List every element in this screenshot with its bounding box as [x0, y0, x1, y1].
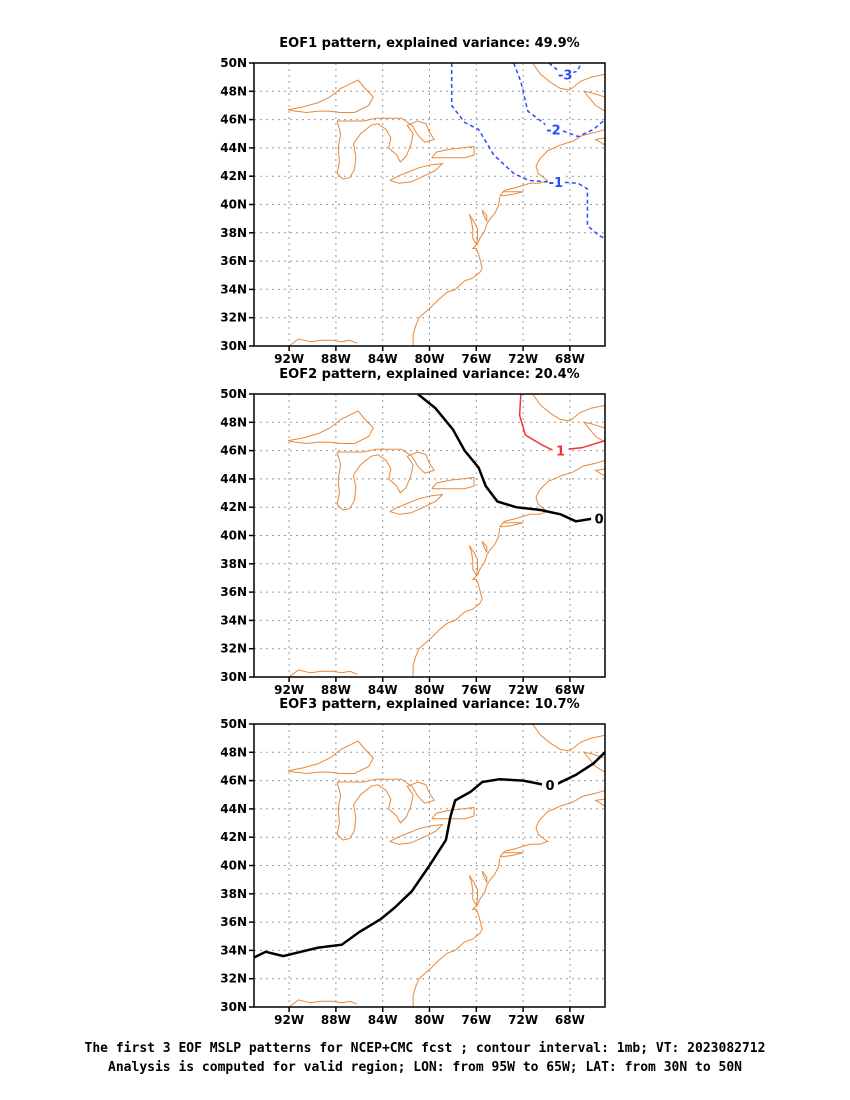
y-tick-label: 46N	[220, 774, 247, 788]
contour-0	[254, 751, 605, 959]
contour-label: -3	[558, 68, 572, 83]
contour-neg2	[513, 63, 605, 138]
y-tick-label: 34N	[220, 613, 247, 627]
contour-label-bg	[542, 776, 559, 792]
y-tick-label: 38N	[220, 226, 247, 240]
y-tick-label: 30N	[220, 670, 247, 684]
contour-1	[518, 394, 605, 452]
y-tick-label: 44N	[220, 141, 247, 155]
y-tick-label: 50N	[220, 56, 247, 70]
x-tick-label: 80W	[415, 683, 445, 697]
x-tick-label: 72W	[508, 352, 538, 366]
x-tick-label: 88W	[321, 352, 351, 366]
y-tick-label: 48N	[220, 745, 247, 759]
y-tick-label: 46N	[220, 113, 247, 127]
y-tick-label: 50N	[220, 387, 247, 401]
panel-eof2: 0 1 30N 32N 34N 36N 38N 40N 42N 44N 46N 48N 50N 92W 88…	[220, 387, 606, 697]
eof3-title: EOF3 pattern, explained variance: 10.7%	[279, 697, 580, 712]
panel-eof3: 0 30N 32N 34N 36N 38N 40N 42N 44N 46N 48N 50N 92W 88W…	[220, 717, 606, 1027]
contour-label-bg	[545, 121, 562, 137]
x-tick-label: 68W	[555, 352, 585, 366]
eof2-title: EOF2 pattern, explained variance: 20.4%	[279, 367, 580, 382]
x-tick-label: 84W	[368, 352, 398, 366]
y-tick-label: 32N	[220, 642, 247, 656]
grid-lines	[254, 394, 605, 677]
contour-lines	[417, 394, 605, 526]
y-tick-label: 36N	[220, 254, 247, 268]
x-tick-label: 80W	[415, 352, 445, 366]
y-tick-label: 46N	[220, 444, 247, 458]
x-tick-label: 72W	[508, 1013, 538, 1027]
y-tick-label: 38N	[220, 887, 247, 901]
contour-label: 0	[545, 779, 554, 794]
x-tick-label: 92W	[274, 1013, 304, 1027]
coastline-map	[287, 394, 605, 677]
panel-eof1: -1 -2 -3 30N 32N 34N 36N 38N 40N 42N 44N 46N 48N 50N 9…	[220, 56, 606, 366]
x-tick-label: 76W	[461, 1013, 491, 1027]
y-tick-label: 36N	[220, 915, 247, 929]
contour-label-bg	[591, 510, 605, 526]
contour-lines	[254, 751, 605, 959]
y-tick-label: 48N	[220, 84, 247, 98]
x-tick-label: 76W	[461, 683, 491, 697]
contour-lines	[450, 63, 605, 240]
x-tick-label: 80W	[415, 1013, 445, 1027]
x-tick-label: 88W	[321, 683, 351, 697]
contour-neg1	[450, 63, 605, 240]
x-tick-label: 68W	[555, 683, 585, 697]
x-tick-label: 72W	[508, 683, 538, 697]
y-tick-label: 40N	[220, 198, 247, 212]
caption-line-1: The first 3 EOF MSLP patterns for NCEP+C…	[84, 1041, 766, 1056]
contour-label: 0	[595, 513, 604, 528]
y-tick-label: 44N	[220, 802, 247, 816]
eof1-title: EOF1 pattern, explained variance: 49.9%	[279, 36, 580, 51]
contour-label-bg	[552, 442, 569, 458]
contour-label: 1	[556, 445, 565, 460]
y-tick-label: 42N	[220, 830, 247, 844]
contour-label-bg	[557, 66, 574, 82]
y-tick-label: 42N	[220, 169, 247, 183]
contour-label: -2	[546, 124, 560, 139]
y-tick-label: 34N	[220, 943, 247, 957]
contour-neg3	[548, 63, 583, 76]
y-tick-label: 40N	[220, 859, 247, 873]
y-tick-label: 48N	[220, 415, 247, 429]
y-tick-label: 44N	[220, 472, 247, 486]
y-tick-label: 32N	[220, 972, 247, 986]
coastline-map	[287, 724, 605, 1007]
y-tick-label: 30N	[220, 339, 247, 353]
y-tick-label: 40N	[220, 529, 247, 543]
y-tick-label: 34N	[220, 282, 247, 296]
x-tick-label: 84W	[368, 1013, 398, 1027]
contour-0	[417, 394, 601, 523]
caption-line-2: Analysis is computed for valid region; L…	[108, 1060, 742, 1075]
x-tick-label: 68W	[555, 1013, 585, 1027]
y-tick-label: 30N	[220, 1000, 247, 1014]
y-tick-label: 32N	[220, 311, 247, 325]
y-tick-label: 42N	[220, 500, 247, 514]
y-tick-label: 38N	[220, 557, 247, 571]
coastline-map	[287, 63, 605, 346]
y-tick-label: 50N	[220, 717, 247, 731]
x-tick-label: 92W	[274, 683, 304, 697]
x-tick-label: 76W	[461, 352, 491, 366]
x-tick-label: 84W	[368, 683, 398, 697]
y-tick-label: 36N	[220, 585, 247, 599]
contour-label: -1	[549, 176, 563, 191]
x-tick-label: 92W	[274, 352, 304, 366]
x-tick-label: 88W	[321, 1013, 351, 1027]
contour-label-bg	[547, 173, 564, 189]
grid-lines	[254, 63, 605, 346]
